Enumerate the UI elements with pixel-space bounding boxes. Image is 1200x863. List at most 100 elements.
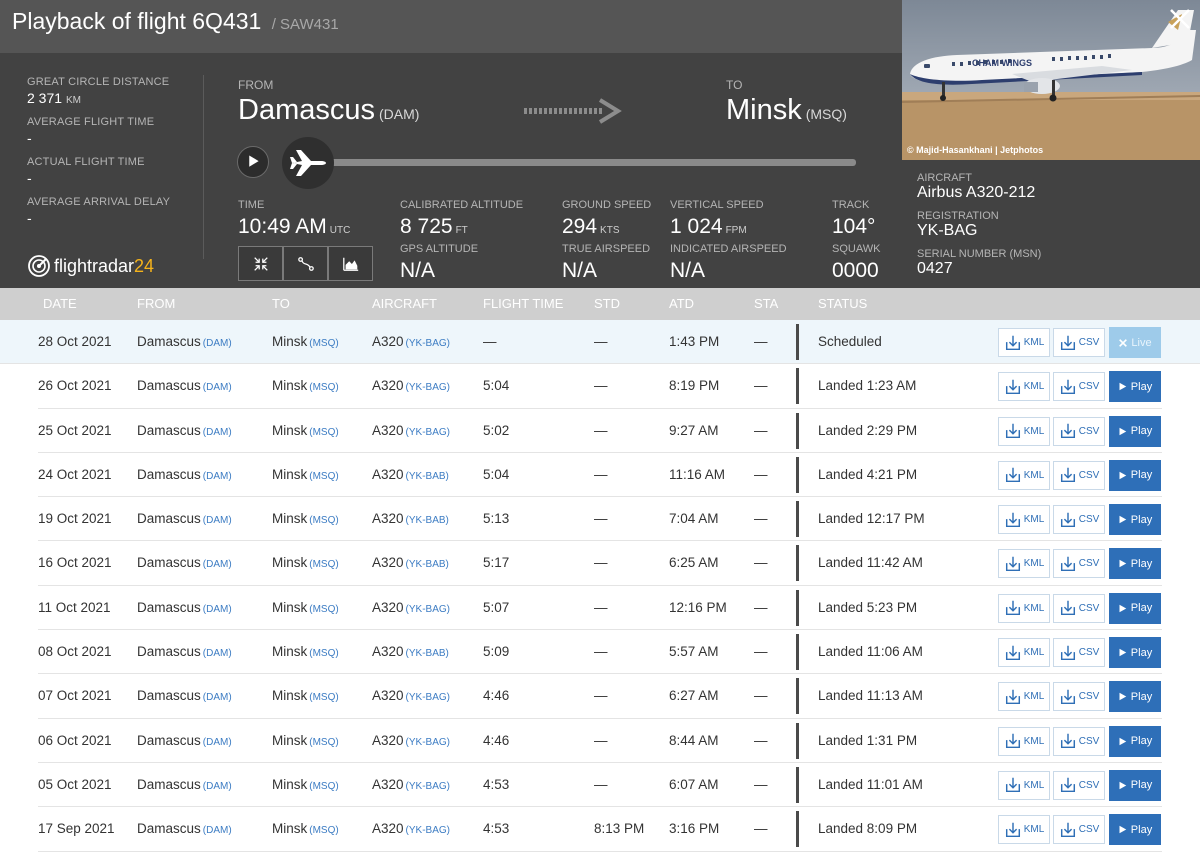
play-button[interactable]: Play [1109, 504, 1161, 536]
close-button[interactable] [1160, 0, 1200, 38]
cell-aircraft[interactable]: A320 (YK-BAB) [372, 555, 449, 570]
cell-to[interactable]: Minsk (MSQ) [272, 777, 339, 792]
from-airport-code[interactable]: (DAM) [202, 692, 232, 704]
play-button[interactable]: Play [1109, 681, 1161, 713]
csv-download-button[interactable]: CSV [1053, 416, 1105, 446]
play-button[interactable]: Play [1109, 725, 1161, 757]
cell-aircraft[interactable]: A320 (YK-BAG) [372, 600, 450, 615]
cell-aircraft[interactable]: A320 (YK-BAB) [372, 644, 449, 659]
cell-to[interactable]: Minsk (MSQ) [272, 733, 339, 748]
cell-to[interactable]: Minsk (MSQ) [272, 423, 339, 438]
table-row[interactable]: 19 Oct 2021 Damascus (DAM) Minsk (MSQ) A320 (Y… [38, 497, 1162, 542]
to-airport-code[interactable]: (MSQ) [309, 825, 339, 837]
cell-from[interactable]: Damascus (DAM) [137, 555, 232, 570]
from-airport-code[interactable]: (DAM) [202, 470, 232, 482]
kml-download-button[interactable]: KML [998, 549, 1050, 579]
cell-to[interactable]: Minsk (MSQ) [272, 334, 339, 349]
table-row[interactable]: 24 Oct 2021 Damascus (DAM) Minsk (MSQ) A320 (Y… [38, 453, 1162, 498]
cell-to[interactable]: Minsk (MSQ) [272, 688, 339, 703]
flightradar24-logo[interactable]: flightradar 24 [27, 254, 154, 278]
cell-from[interactable]: Damascus (DAM) [137, 688, 232, 703]
cell-from[interactable]: Damascus (DAM) [137, 600, 232, 615]
kml-download-button[interactable]: KML [998, 372, 1050, 402]
kml-download-button[interactable]: KML [998, 416, 1050, 446]
collapse-view-button[interactable] [238, 246, 283, 281]
play-button[interactable]: Play [1109, 814, 1161, 846]
cell-aircraft[interactable]: A320 (YK-BAG) [372, 777, 450, 792]
kml-download-button[interactable]: KML [998, 328, 1050, 357]
aircraft-registration[interactable]: (YK-BAB) [405, 470, 449, 482]
aircraft-registration[interactable]: (YK-BAG) [405, 338, 450, 349]
cell-to[interactable]: Minsk (MSQ) [272, 555, 339, 570]
csv-download-button[interactable]: CSV [1053, 460, 1105, 490]
aircraft-registration[interactable]: (YK-BAG) [405, 382, 450, 394]
from-airport-code[interactable]: (DAM) [202, 382, 232, 394]
live-button[interactable]: Live [1109, 327, 1161, 358]
cell-aircraft[interactable]: A320 (YK-BAG) [372, 688, 450, 703]
aircraft-registration[interactable]: (YK-BAG) [405, 692, 450, 704]
aircraft-registration[interactable]: (YK-BAG) [405, 603, 450, 615]
altitude-graph-button[interactable] [328, 246, 373, 281]
playback-track[interactable] [330, 159, 856, 166]
to-airport-code[interactable]: (MSQ) [309, 338, 339, 349]
csv-download-button[interactable]: CSV [1053, 815, 1105, 845]
to-airport-code[interactable]: (MSQ) [309, 559, 339, 571]
to-airport-code[interactable]: (MSQ) [309, 780, 339, 792]
cell-aircraft[interactable]: A320 (YK-BAG) [372, 821, 450, 836]
cell-to[interactable]: Minsk (MSQ) [272, 644, 339, 659]
csv-download-button[interactable]: CSV [1053, 726, 1105, 756]
route-view-button[interactable] [283, 246, 328, 281]
aircraft-photo[interactable]: CHAM WINGS [902, 0, 1200, 160]
cell-aircraft[interactable]: A320 (YK-BAG) [372, 378, 450, 393]
photo-credit[interactable]: © Majid-Hasankhani | Jetphotos [907, 145, 1044, 155]
csv-download-button[interactable]: CSV [1053, 549, 1105, 579]
kml-download-button[interactable]: KML [998, 505, 1050, 535]
table-row[interactable]: 28 Oct 2021 Damascus (DAM) Minsk (MSQ) A320 (Y… [0, 320, 1200, 365]
to-airport-code[interactable]: (MSQ) [309, 736, 339, 748]
cell-aircraft[interactable]: A320 (YK-BAB) [372, 467, 449, 482]
play-button[interactable]: Play [1109, 637, 1161, 669]
kml-download-button[interactable]: KML [998, 770, 1050, 800]
table-row[interactable]: 06 Oct 2021 Damascus (DAM) Minsk (MSQ) A320 (Y… [38, 719, 1162, 763]
cell-to[interactable]: Minsk (MSQ) [272, 467, 339, 482]
cell-to[interactable]: Minsk (MSQ) [272, 821, 339, 836]
table-row[interactable]: 26 Oct 2021 Damascus (DAM) Minsk (MSQ) A320 (Y… [38, 364, 1162, 409]
playback-play-button[interactable] [237, 146, 269, 178]
cell-to[interactable]: Minsk (MSQ) [272, 378, 339, 393]
cell-from[interactable]: Damascus (DAM) [137, 467, 232, 482]
aircraft-registration[interactable]: (YK-BAG) [405, 825, 450, 837]
to-airport-code[interactable]: (MSQ) [309, 648, 339, 660]
cell-from[interactable]: Damascus (DAM) [137, 733, 232, 748]
from-airport-code[interactable]: (DAM) [202, 515, 232, 527]
from-airport-code[interactable]: (DAM) [202, 736, 232, 748]
to-airport-code[interactable]: (MSQ) [309, 515, 339, 527]
aircraft-registration[interactable]: (YK-BAG) [405, 426, 450, 438]
aircraft-registration[interactable]: (YK-BAG) [405, 736, 450, 748]
playback-handle[interactable] [282, 137, 334, 189]
aircraft-registration[interactable]: (YK-BAB) [405, 648, 449, 660]
cell-from[interactable]: Damascus (DAM) [137, 378, 232, 393]
from-airport-code[interactable]: (DAM) [202, 825, 232, 837]
kml-download-button[interactable]: KML [998, 638, 1050, 668]
play-button[interactable]: Play [1109, 415, 1161, 447]
cell-aircraft[interactable]: A320 (YK-BAG) [372, 733, 450, 748]
table-row[interactable]: 25 Oct 2021 Damascus (DAM) Minsk (MSQ) A320 (Y… [38, 409, 1162, 453]
cell-from[interactable]: Damascus (DAM) [137, 423, 232, 438]
play-button[interactable]: Play [1109, 592, 1161, 624]
play-button[interactable]: Play [1109, 459, 1161, 491]
kml-download-button[interactable]: KML [998, 726, 1050, 756]
play-button[interactable]: Play [1109, 371, 1161, 403]
cell-from[interactable]: Damascus (DAM) [137, 821, 232, 836]
csv-download-button[interactable]: CSV [1053, 505, 1105, 535]
to-airport-code[interactable]: (MSQ) [309, 382, 339, 394]
aircraft-registration[interactable]: (YK-BAB) [405, 559, 449, 571]
from-airport-code[interactable]: (DAM) [202, 603, 232, 615]
cell-from[interactable]: Damascus (DAM) [137, 511, 232, 526]
from-airport-code[interactable]: (DAM) [202, 648, 232, 660]
table-row[interactable]: 11 Oct 2021 Damascus (DAM) Minsk (MSQ) A320 (Y… [38, 586, 1162, 631]
csv-download-button[interactable]: CSV [1053, 372, 1105, 402]
cell-from[interactable]: Damascus (DAM) [137, 777, 232, 792]
table-row[interactable]: 07 Oct 2021 Damascus (DAM) Minsk (MSQ) A320 (Y… [38, 674, 1162, 719]
kml-download-button[interactable]: KML [998, 460, 1050, 490]
csv-download-button[interactable]: CSV [1053, 328, 1105, 357]
